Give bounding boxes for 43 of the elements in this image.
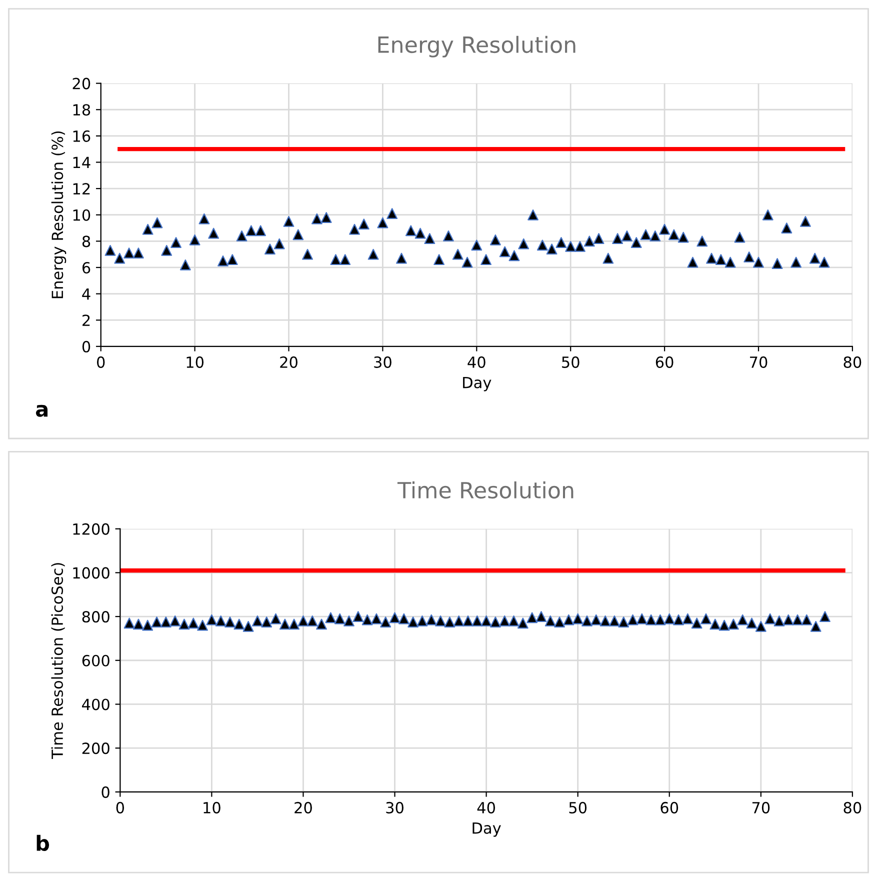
y-tick-label: 20 [72, 78, 90, 90]
x-tick-label: 10 [186, 356, 204, 368]
chart-title: Time Resolution [397, 481, 574, 499]
x-axis-title: Day [472, 822, 501, 837]
y-tick-label: 8 [82, 236, 90, 248]
x-tick-label: 40 [468, 356, 486, 368]
x-tick-label: 30 [386, 802, 404, 814]
y-tick-label: 10 [73, 209, 90, 221]
y-axis-title: Time Resolution (PicoSec) [51, 563, 65, 760]
x-tick-label: 0 [116, 802, 124, 814]
y-tick-label: 0 [82, 340, 90, 352]
y-tick-label: 12 [73, 183, 90, 194]
x-tick-label: 50 [569, 802, 587, 814]
y-tick-label: 0 [102, 786, 110, 798]
y-tick-label: 200 [82, 742, 110, 754]
y-tick-label: 600 [82, 654, 110, 666]
x-tick-label: 80 [844, 356, 862, 368]
x-tick-label: 30 [374, 356, 392, 368]
y-tick-label: 400 [82, 698, 110, 710]
chart-title: Energy Resolution [378, 36, 576, 58]
y-tick-label: 800 [82, 610, 110, 623]
x-tick-label: 60 [656, 356, 674, 368]
text: a [36, 404, 48, 417]
y-tick-label: 16 [73, 130, 90, 142]
x-tick-label: 10 [204, 802, 220, 814]
x-tick-label: 60 [660, 802, 678, 814]
y-tick-label: 18 [73, 104, 90, 116]
y-tick-label: 2 [82, 314, 90, 326]
y-axis-title: Energy Resolution (%) [51, 131, 66, 298]
y-tick-label: 4 [82, 288, 90, 300]
x-tick-label: 20 [294, 802, 312, 814]
x-tick-label: 70 [750, 356, 768, 368]
x-tick-label: 50 [562, 356, 580, 368]
x-tick-label: 20 [280, 356, 298, 368]
text: b [36, 834, 50, 851]
y-tick-label: 6 [82, 262, 90, 274]
x-tick-label: 70 [752, 802, 770, 814]
x-axis-title: Day [463, 376, 492, 392]
x-tick-label: 40 [477, 802, 495, 814]
y-tick-label: 1000 [73, 567, 110, 579]
x-tick-label: 80 [844, 802, 862, 814]
y-tick-label: 14 [73, 156, 90, 168]
y-tick-label: 1200 [73, 523, 110, 535]
